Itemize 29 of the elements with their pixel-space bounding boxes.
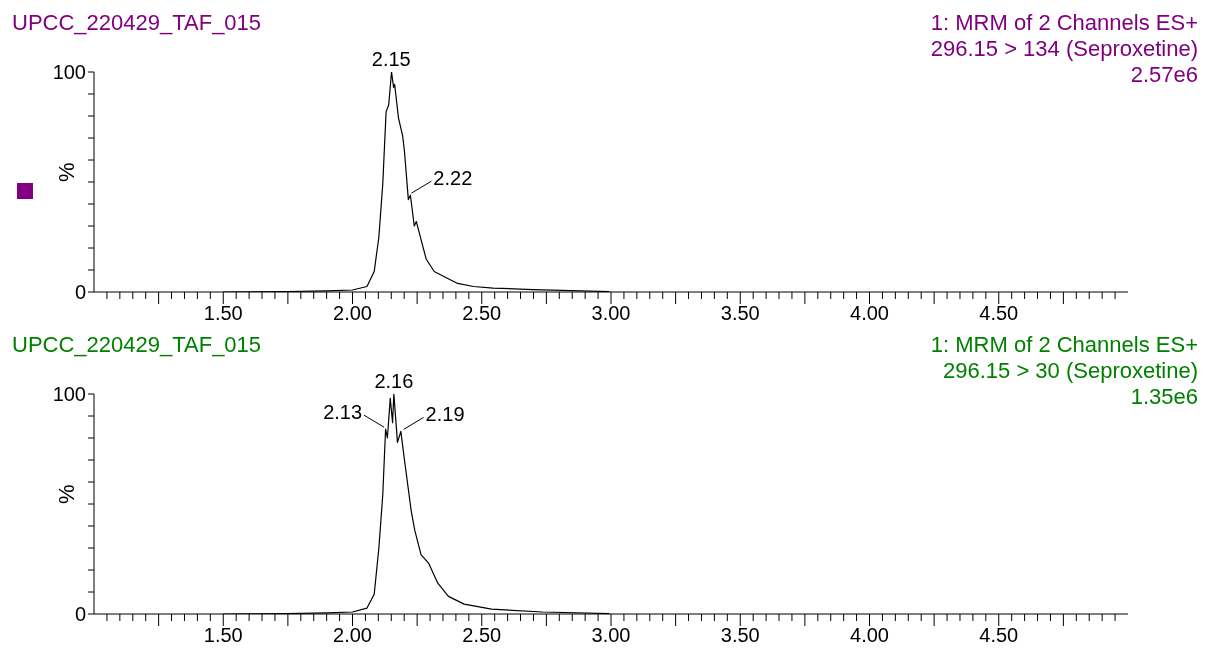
chart-title: UPCC_220429_TAF_015: [12, 10, 262, 36]
y-tick-label: 0: [74, 281, 86, 303]
x-tick-label: 4.00: [850, 302, 889, 324]
x-tick-label: 2.50: [462, 302, 502, 324]
annotation: 2.16: [374, 370, 414, 392]
y-tick-label: 100: [52, 383, 86, 405]
chart-subtitle: 1: MRM of 2 Channels ES+ 296.15 > 30 (Seproxetine) 1.35e6: [930, 332, 1198, 410]
y-axis-title: %: [53, 162, 79, 182]
x-tick-label: 3.50: [720, 624, 760, 646]
x-tick-label: 1.50: [203, 624, 243, 646]
x-tick-label: 3.50: [720, 302, 760, 324]
annotation: 2.13: [323, 401, 363, 424]
annotation: 2.19: [425, 403, 465, 426]
x-tick-label: 4.00: [850, 624, 889, 646]
chart-subtitle: 1: MRM of 2 Channels ES+ 296.15 > 134 (Seproxetine) 2.57e6: [930, 10, 1198, 88]
x-tick-label: 2.50: [462, 624, 502, 646]
x-tick-label: 4.50: [979, 302, 1019, 324]
x-tick-label: 4.50: [979, 624, 1019, 646]
x-tick-label: 2.00: [333, 624, 372, 646]
x-tick-label: 2.00: [333, 302, 372, 324]
x-tick-label: 3.00: [591, 302, 631, 324]
y-axis-title: %: [53, 484, 79, 504]
y-tick-label: 0: [74, 603, 86, 625]
x-tick-label: 3.00: [591, 624, 631, 646]
annotation: 2.15: [371, 48, 411, 70]
chart-title: UPCC_220429_TAF_015: [12, 332, 262, 358]
annotation: 2.22: [433, 167, 473, 190]
x-tick-label: 1.50: [203, 302, 243, 324]
y-tick-label: 100: [52, 61, 86, 83]
